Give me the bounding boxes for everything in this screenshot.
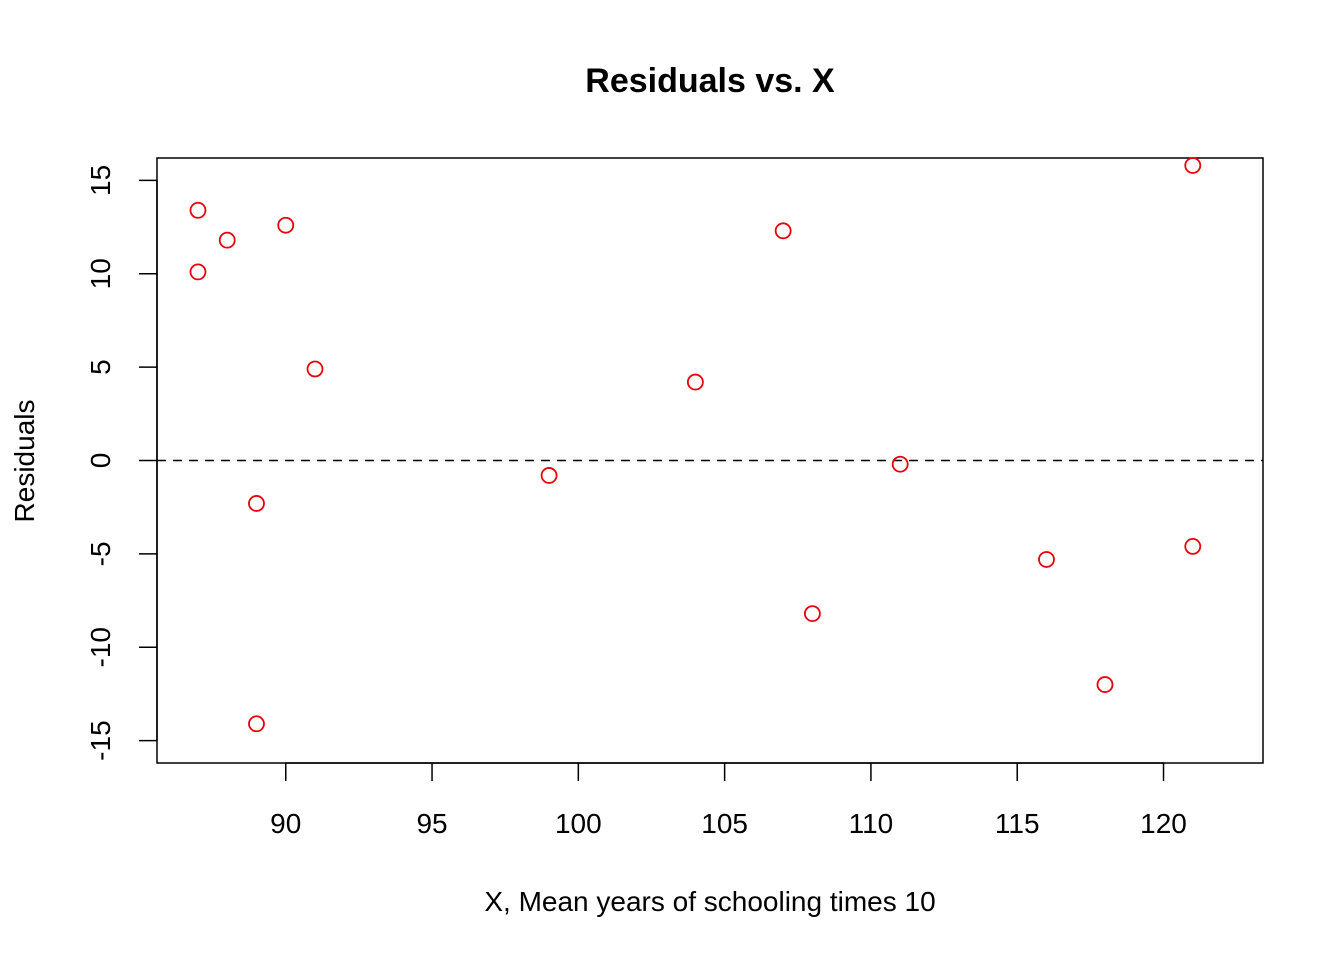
data-point: [1184, 537, 1202, 555]
data-point: [774, 222, 792, 240]
x-tick-label: 120: [1140, 808, 1187, 839]
x-tick-label: 110: [849, 808, 894, 839]
data-point: [218, 231, 236, 249]
data-point: [248, 715, 265, 733]
data-point: [891, 455, 909, 473]
data-point: [1184, 157, 1202, 174]
y-tick-label: 15: [85, 165, 116, 196]
y-tick-label: -10: [85, 627, 116, 667]
x-axis: 90 95 100 105 110 115 120: [270, 762, 1187, 839]
y-tick-label: 5: [85, 359, 116, 375]
data-point: [1096, 676, 1114, 693]
y-tick-label: 0: [85, 453, 116, 469]
y-tick-label: 10: [85, 258, 116, 289]
data-point: [248, 495, 265, 512]
y-axis-label: Residuals: [9, 400, 40, 523]
y-tick-label: -5: [85, 541, 116, 566]
data-point: [804, 605, 821, 623]
x-tick-label: 105: [701, 808, 748, 839]
data-point: [686, 373, 704, 391]
data-point: [189, 201, 207, 219]
data-point: [1038, 551, 1055, 568]
y-tick-label: -15: [85, 720, 116, 760]
data-point: [189, 263, 207, 281]
x-tick-label: 115: [995, 808, 1040, 839]
data-point: [540, 467, 558, 484]
data-point: [277, 216, 295, 234]
data-points: [189, 157, 1202, 733]
chart-title: Residuals vs. X: [585, 62, 835, 100]
y-axis: -15 -10 -5 0 5 10 15: [85, 165, 158, 761]
x-tick-label: 100: [555, 808, 602, 839]
x-axis-label: X, Mean years of schooling times 10: [484, 886, 935, 917]
data-point: [306, 360, 324, 378]
x-tick-label: 95: [416, 808, 447, 839]
x-tick-label: 90: [270, 808, 301, 839]
